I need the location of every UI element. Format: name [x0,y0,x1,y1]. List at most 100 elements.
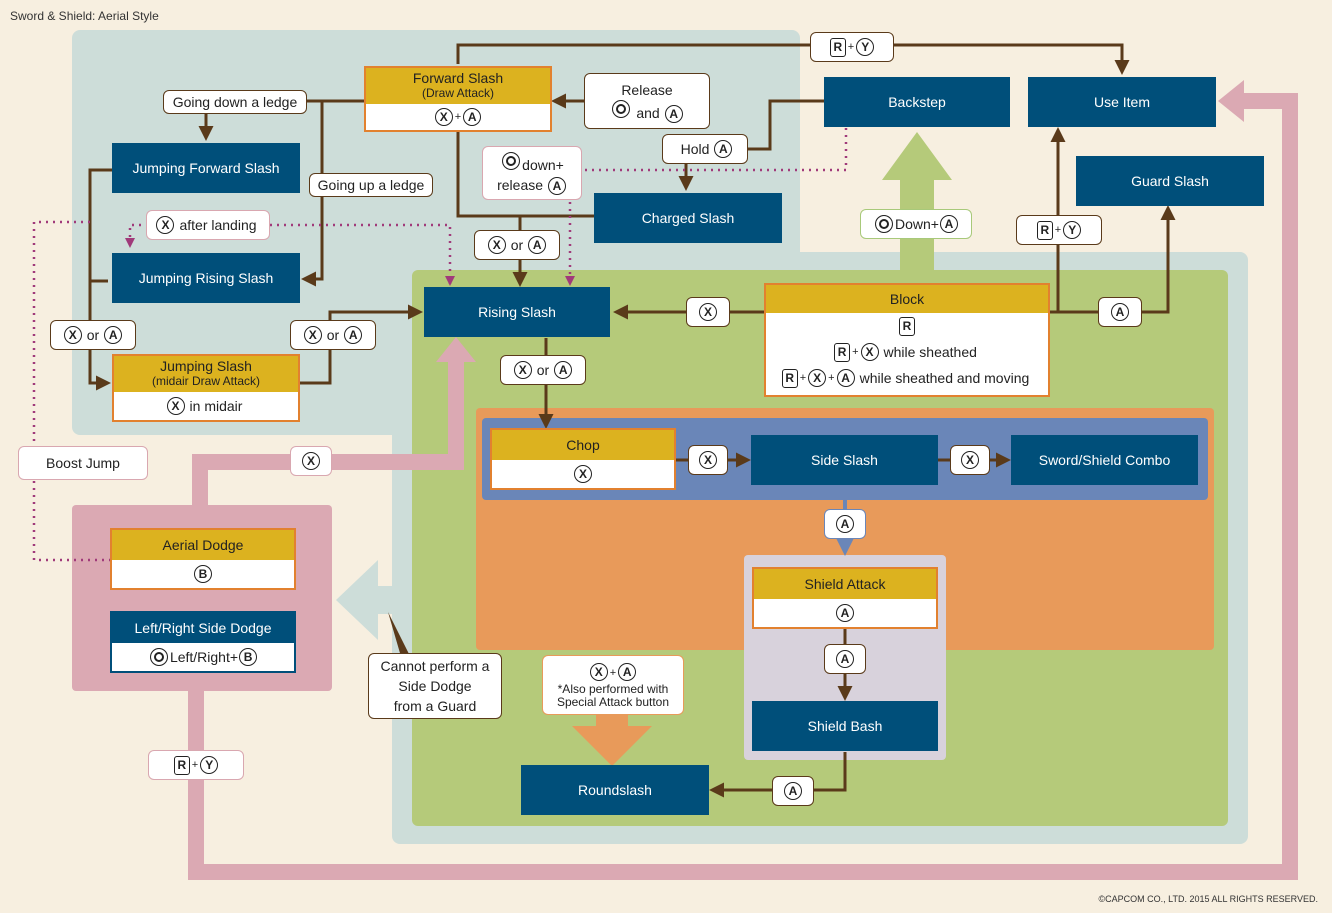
page-title: Sword & Shield: Aerial Style [10,9,159,23]
side-dodge-title: Left/Right Side Dodge [112,613,294,643]
a-button-icon: A [344,326,363,344]
hold-a-label: Hold A [662,134,748,164]
a-button-icon: A [463,108,482,126]
x-label-block: X [686,297,730,327]
special-attack-label: X + A *Also performed with Special Attack … [542,655,684,715]
side-dodge-input: Left/Right+ [169,649,239,665]
boost-jump-label: Boost Jump [18,446,148,480]
x-button-icon: X [303,326,322,344]
jumping-forward-slash-node[interactable]: Jumping Forward Slash [112,143,300,193]
forward-slash-subtitle: (Draw Attack) [421,86,494,100]
green-big-arrow [882,132,952,270]
cannot-line1: Cannot perform a [380,658,490,674]
a-button-icon: A [547,176,566,195]
forward-slash-node[interactable]: Forward Slash (Draw Attack) X + A [364,66,552,132]
chop-title: Chop [492,430,674,460]
going-down-ledge-label: Going down a ledge [163,90,307,114]
note-tail [388,612,412,660]
block-node[interactable]: Block R R + X while sheathed R + X + A while s… [764,283,1050,397]
ry-label-top: R + Y [810,32,894,62]
going-up-ledge-label: Going up a ledge [309,173,433,197]
release-text: Release [621,81,673,98]
use-item-node[interactable]: Use Item [1028,77,1216,127]
after-landing-text: after landing [179,217,257,233]
stick-icon [502,151,521,170]
x-button-icon: X [699,303,717,321]
rising-slash-node[interactable]: Rising Slash [424,287,610,337]
a-label-guard: A [1098,297,1142,327]
a-button-icon: A [1111,303,1129,321]
shield-bash-node[interactable]: Shield Bash [752,701,938,751]
aerial-dodge-title: Aerial Dodge [112,530,294,560]
backstep-node[interactable]: Backstep [824,77,1010,127]
charged-slash-node[interactable]: Charged Slash [594,193,782,243]
orange-big-arrow [572,712,652,766]
forward-slash-title: Forward Slash [412,70,504,86]
cannot-side-dodge-label: Cannot perform a Side Dodge from a Guard [368,653,502,719]
down-plus-caps-text: Down+ [895,216,939,232]
a-button-icon: A [939,215,958,233]
shield-attack-title: Shield Attack [754,569,936,599]
or-text: or [326,327,340,343]
x-button-icon: X [961,451,979,469]
x-button-icon: X [513,361,532,379]
a-button-icon: A [714,140,733,158]
x-button-icon: X [63,326,82,344]
a-button-icon: A [836,604,854,622]
a-label-combo: A [824,509,866,539]
x-button-icon: X [699,451,717,469]
x-button-icon: X [487,236,506,254]
roundslash-node[interactable]: Roundslash [521,765,709,815]
release-lower-text: release [497,176,544,193]
chop-node[interactable]: Chop X [490,428,676,490]
or-text: or [536,362,550,378]
x-button-icon: X [302,452,320,470]
pink-boost-arrowhead [436,337,476,362]
block-line2: while sheathed [883,344,977,360]
x-button-icon: X [166,397,185,415]
copyright-text: ©CAPCOM CO., LTD. 2015 ALL RIGHTS RESERV… [1098,894,1318,904]
jumping-rising-slash-node[interactable]: Jumping Rising Slash [112,253,300,303]
jumping-slash-node[interactable]: Jumping Slash (midair Draw Attack) X in … [112,354,300,422]
r-button-icon: R [834,342,851,362]
cannot-line2: Side Dodge [398,678,472,694]
y-button-icon: Y [200,756,219,774]
aerial-dodge-node[interactable]: Aerial Dodge B [110,528,296,590]
r-button-icon: R [1036,220,1053,240]
ry-label-bottom: R + Y [148,750,244,780]
a-button-icon: A [104,326,123,344]
a-button-icon: A [554,361,573,379]
r-button-icon: R [899,316,915,336]
a-button-icon: A [784,782,802,800]
x-button-icon: X [434,108,453,126]
left-right-side-dodge-node[interactable]: Left/Right Side Dodge Left/Right+ B [110,611,296,673]
x-button-icon: X [574,465,592,483]
guard-slash-node[interactable]: Guard Slash [1076,156,1264,206]
a-button-icon: A [618,663,637,681]
cannot-line3: from a Guard [393,698,477,714]
a-button-icon: A [528,236,547,254]
b-button-icon: B [239,648,258,666]
r-button-icon: R [829,37,846,57]
r-button-icon: R [173,755,190,775]
y-button-icon: Y [856,38,875,56]
x-button-icon: X [156,216,175,234]
shield-attack-node[interactable]: Shield Attack A [752,567,938,629]
stick-icon [612,99,631,118]
block-line3: while sheathed and moving [859,370,1030,386]
side-slash-node[interactable]: Side Slash [751,435,938,485]
ry-label-right: R + Y [1016,215,1102,245]
b-button-icon: B [194,565,212,583]
release-and-a-label: Release and A [584,73,710,129]
down-a-label: Down+ A [860,209,972,239]
x-label-side: X [950,445,990,475]
sword-shield-combo-node[interactable]: Sword/Shield Combo [1011,435,1198,485]
or-text: or [86,327,100,343]
jumping-slash-title: Jumping Slash [160,358,252,374]
a-button-icon: A [664,104,683,123]
